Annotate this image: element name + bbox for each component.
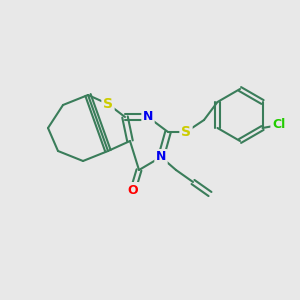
Text: Cl: Cl [272, 118, 285, 131]
Text: N: N [156, 151, 166, 164]
Text: N: N [143, 110, 153, 124]
Text: S: S [103, 97, 113, 111]
Text: O: O [128, 184, 138, 196]
Text: S: S [181, 125, 191, 139]
